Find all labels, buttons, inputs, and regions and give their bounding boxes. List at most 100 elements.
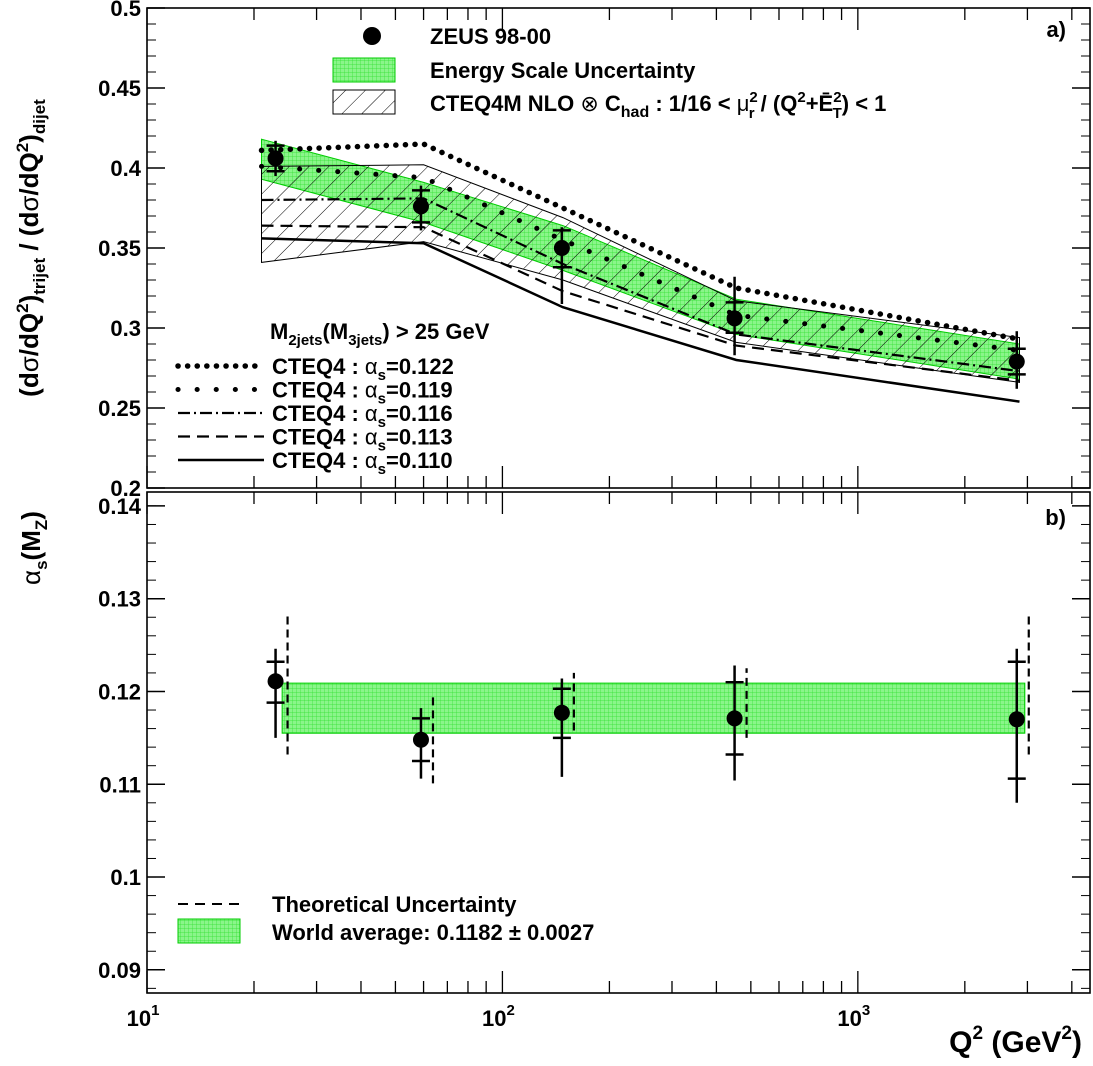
ylabel-b-sub: Z [32, 520, 51, 530]
legend-alpha-value: =0.119 [386, 378, 453, 403]
y-tick-label: 0.35 [98, 236, 141, 261]
panel-label-b: b) [1045, 505, 1066, 530]
legend-data-marker [363, 27, 381, 45]
y-tick-label: 0.12 [98, 679, 141, 704]
legend-alpha-value: =0.113 [386, 425, 453, 450]
ylabel-a-sub: dijet [30, 99, 49, 134]
data-point [267, 150, 284, 167]
alpha-symbol: α [16, 570, 46, 585]
theory-label-sup: 2 [797, 89, 805, 106]
x-tick-label: 103 [837, 1002, 870, 1031]
cut-label-sub: 3jets [348, 332, 382, 349]
cut-label: M2jets(M3jets) > 25 GeV [270, 319, 490, 349]
theory-label-sub: had [621, 104, 649, 121]
panel-label-a: a) [1046, 17, 1066, 42]
x-tick-exp: 2 [506, 1002, 514, 1019]
legend-alpha-symbol: α [365, 378, 378, 403]
ylabel-a-part: /dQ [14, 152, 44, 195]
ylabel-a-sup: 2 [13, 303, 32, 312]
theory-label-sub: r [749, 105, 755, 122]
theory-label-sup: 2 [833, 89, 841, 106]
world-average-band [281, 682, 1026, 734]
legend-theory-swatch [332, 89, 396, 115]
ylabel-b-sub: s [32, 560, 51, 569]
legend-alpha-sub: s [378, 367, 386, 384]
theory-label-sub: T [833, 105, 842, 122]
x-tick-label: 102 [482, 1002, 515, 1031]
x-ticks-b: 101 102 103 [127, 492, 1073, 1031]
legend-alpha-label: CTEQ4 : αs=0.122 [272, 354, 454, 384]
cut-label-part: ) > 25 GeV [382, 319, 489, 344]
sigma-symbol: σ [14, 196, 44, 212]
y-tick-label: 0.13 [98, 587, 141, 612]
data-points-b [266, 616, 1030, 803]
legend-alpha-pre: CTEQ4 : [272, 378, 365, 403]
legend-energy-label: Energy Scale Uncertainty [430, 58, 696, 83]
legend-alpha-value: =0.122 [386, 354, 454, 379]
y-tick-label: 0.45 [98, 76, 141, 101]
legend-alpha-pre: CTEQ4 : [272, 425, 365, 450]
legend-alpha-label: CTEQ4 : αs=0.110 [272, 448, 453, 478]
sigma-symbol: σ [14, 356, 44, 372]
ylabel-b-part: (M [16, 530, 46, 560]
x-tick-base: 10 [482, 1006, 506, 1031]
y-tick-label: 0.14 [98, 494, 142, 519]
y-axis-label-b: αs(MZ) [16, 511, 51, 585]
otimes-symbol: ⊗ [580, 91, 598, 116]
data-point [1008, 353, 1025, 370]
theory-label-part: CTEQ4M NLO [430, 91, 580, 116]
legend-alpha-sub: s [378, 461, 386, 478]
data-point [1008, 711, 1025, 728]
y-tick-label: 0.25 [98, 396, 141, 421]
data-point [726, 310, 743, 327]
legend-alpha-sub: s [378, 438, 386, 455]
ylabel-a-part: (d [14, 372, 44, 397]
legend-alpha-symbol: α [365, 448, 378, 473]
data-point [412, 731, 429, 748]
theory-label-part: + [806, 91, 819, 116]
x-ticks-a [146, 8, 1073, 488]
legend-alpha-value: =0.116 [386, 401, 453, 426]
legend-alpha-value: =0.110 [386, 448, 453, 473]
y-tick-label: 0.2 [110, 476, 141, 501]
alpha-curve-solid [261, 237, 1020, 403]
x-axis-label: Q2 (GeV2) [949, 1023, 1082, 1059]
data-point [267, 673, 284, 690]
legend-energy-swatch [332, 57, 396, 83]
theory-label-sup: 2 [749, 89, 757, 106]
ylabel-a-sup: 2 [13, 143, 32, 152]
legend-data-label: ZEUS 98-00 [430, 24, 551, 49]
legend-alpha-label: CTEQ4 : αs=0.116 [272, 401, 453, 431]
data-points-a [266, 140, 1026, 389]
panel-b: 0.090.10.110.120.130.14 101 102 103 b) The… [16, 491, 1091, 1059]
panel-a: 0.2 0.25 0.3 0.35 0.4 0.45 0.5 a) ZEUS 98-00 E… [13, 0, 1091, 501]
legend-alpha-pre: CTEQ4 : [272, 448, 365, 473]
data-point [553, 704, 570, 721]
xlabel-part: Q [949, 1026, 972, 1059]
xlabel-part: (GeV [983, 1026, 1061, 1059]
legend-alpha-sub: s [378, 414, 386, 431]
y-ticks-b: 0.09 0.1 0.11 0.12 0.13 0.14 [98, 494, 1090, 989]
mu-symbol: μ [737, 91, 750, 116]
y-tick-label: 0.09 [98, 958, 141, 983]
y-tick-label: 0.3 [110, 316, 141, 341]
y-ticks-a: 0.2 0.25 0.3 0.35 0.4 0.45 0.5 [98, 0, 1090, 501]
x-tick-base: 10 [127, 1006, 151, 1031]
data-point [412, 198, 429, 215]
x-tick-label: 101 [127, 1002, 160, 1031]
y-tick-label: 0.11 [99, 772, 141, 797]
theory-label-part: Ē [819, 91, 834, 116]
cut-label-part: M [270, 319, 288, 344]
y-axis-label-a: (dσ/dQ2)trijet / (dσ/dQ2)dijet [13, 99, 49, 397]
ylabel-a-part: /dQ [14, 313, 44, 356]
legend-alpha-symbol: α [365, 354, 378, 379]
theory-label-part: : 1/16 < [649, 91, 736, 116]
legend-alpha-label: CTEQ4 : αs=0.113 [272, 425, 453, 455]
legend-theory-label: CTEQ4M NLO ⊗ Chad : 1/16 < μ2 r / (Q2+Ē2 T… [430, 89, 886, 122]
ylabel-a-part: ) [14, 295, 44, 304]
legend-world-swatch [177, 918, 241, 944]
x-tick-base: 10 [837, 1006, 861, 1031]
x-tick-exp: 1 [151, 1002, 159, 1019]
data-point [726, 710, 743, 727]
